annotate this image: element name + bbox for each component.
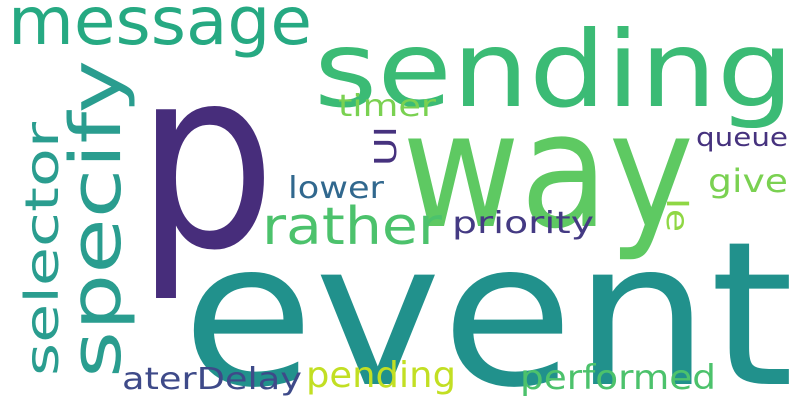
word-lower: lower (288, 171, 385, 206)
word-rather: rather (262, 197, 443, 257)
word-sending: sending (314, 9, 794, 131)
word-ui: UI (369, 126, 404, 166)
word-specify: specify (55, 60, 137, 378)
word-queue: queue (696, 123, 788, 153)
word-priority: priority (452, 206, 594, 241)
word-selector: selector (15, 122, 69, 376)
word-pending: pending (306, 355, 456, 396)
word-event: event (182, 199, 794, 400)
word-way: way (402, 77, 694, 264)
word-performed: performed (520, 358, 716, 398)
word-message: message (8, 0, 312, 60)
word-timer: timer (338, 89, 437, 124)
word-ie: Ie (659, 198, 694, 232)
word-give: give (708, 162, 788, 200)
word-aterdelay: aterDelay (122, 362, 302, 397)
word-p: p (136, 14, 276, 305)
